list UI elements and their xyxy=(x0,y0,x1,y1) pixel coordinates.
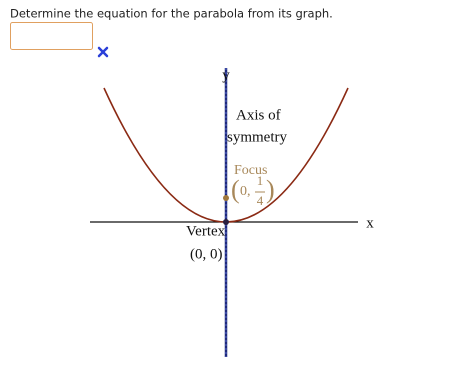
focus-paren: ) xyxy=(266,175,275,204)
x-axis-label: x xyxy=(366,215,374,231)
axis-label: Axis of xyxy=(236,107,281,123)
y-axis-label: y xyxy=(222,67,230,83)
focus-label: Focus xyxy=(234,163,267,178)
focus-x: 0, xyxy=(240,184,251,199)
focus-numerator: 1 xyxy=(257,173,264,188)
focus-denominator: 4 xyxy=(257,193,264,208)
focus-point xyxy=(223,195,229,201)
vertex-point xyxy=(223,219,229,225)
answer-input[interactable] xyxy=(10,22,93,50)
vertex-coords: (0, 0) xyxy=(190,246,223,262)
focus-paren: ( xyxy=(231,175,240,204)
vertex-label: Vertex xyxy=(186,223,226,239)
incorrect-mark xyxy=(97,46,109,58)
axis-label: symmetry xyxy=(227,129,287,145)
question: Determine the equation for the parabola … xyxy=(10,7,333,21)
